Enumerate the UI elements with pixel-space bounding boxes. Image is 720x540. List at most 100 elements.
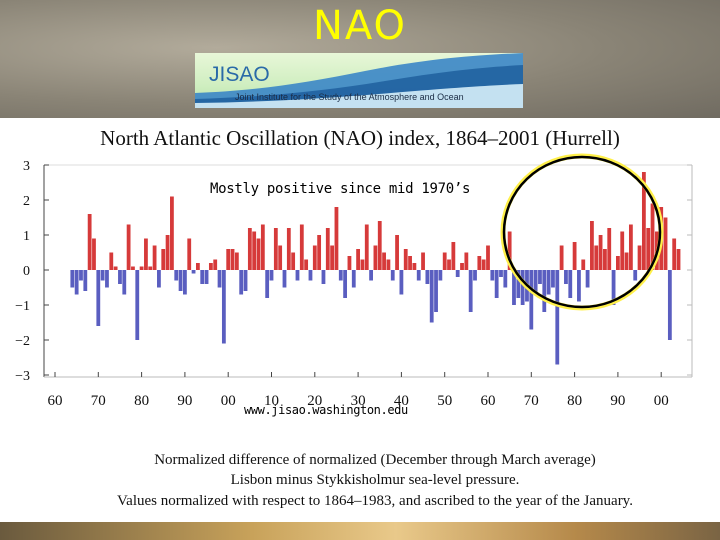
nao-bar bbox=[282, 270, 287, 288]
nao-bar bbox=[529, 270, 534, 330]
nao-bar bbox=[390, 270, 395, 281]
nao-bar bbox=[100, 270, 105, 281]
nao-bar bbox=[564, 270, 568, 284]
nao-bar bbox=[369, 270, 373, 281]
nao-bar bbox=[139, 266, 144, 270]
y-tick-label: 1 bbox=[23, 229, 30, 244]
x-tick-label: 20 bbox=[307, 393, 322, 409]
nao-bar bbox=[161, 249, 166, 270]
nao-bar bbox=[403, 249, 408, 270]
nao-bar bbox=[299, 224, 304, 270]
nao-bar bbox=[667, 270, 672, 340]
nao-bar bbox=[265, 270, 270, 298]
logo-wave-graphic bbox=[195, 53, 523, 108]
nao-bar bbox=[226, 249, 231, 270]
nao-bar bbox=[239, 270, 244, 295]
nao-bar bbox=[620, 231, 625, 270]
nao-bar bbox=[455, 270, 460, 277]
nao-bar bbox=[356, 249, 360, 270]
nao-bar bbox=[321, 270, 326, 284]
nao-bar bbox=[92, 238, 96, 270]
nao-bar bbox=[87, 214, 92, 270]
nao-bar bbox=[234, 252, 239, 270]
nao-bar bbox=[607, 228, 612, 270]
nao-bar bbox=[247, 228, 252, 270]
nao-bar bbox=[334, 207, 339, 270]
nao-bar bbox=[83, 270, 88, 291]
nao-bar bbox=[109, 252, 114, 270]
nao-bar bbox=[131, 266, 135, 270]
nao-bar bbox=[191, 270, 196, 274]
nao-bar bbox=[546, 270, 551, 295]
nao-bar bbox=[533, 270, 538, 295]
nao-bar bbox=[157, 270, 161, 288]
nao-bar bbox=[304, 259, 309, 270]
nao-bar bbox=[399, 270, 404, 295]
nao-bar bbox=[646, 228, 651, 270]
highlight-circle bbox=[502, 155, 662, 309]
nao-bar bbox=[286, 228, 291, 270]
nao-bar bbox=[364, 224, 369, 270]
nao-bar bbox=[360, 259, 365, 270]
nao-bar bbox=[135, 270, 140, 340]
nao-bar bbox=[126, 224, 131, 270]
nao-bar bbox=[165, 235, 170, 270]
nao-bar bbox=[144, 238, 148, 270]
annotation-text: Mostly positive since mid 1970’s bbox=[210, 181, 471, 197]
nao-bar bbox=[594, 245, 599, 270]
nao-bar bbox=[512, 270, 516, 305]
nao-bar bbox=[477, 256, 482, 270]
nao-bar bbox=[178, 270, 183, 291]
nao-bar bbox=[628, 224, 633, 270]
nao-bar bbox=[252, 231, 257, 270]
nao-bar bbox=[96, 270, 101, 326]
nao-bar bbox=[464, 252, 469, 270]
logo-subtitle: Joint Institute for the Study of the Atm… bbox=[235, 92, 464, 102]
nao-bar bbox=[330, 245, 335, 270]
nao-bar bbox=[585, 270, 590, 288]
nao-bar bbox=[148, 266, 153, 270]
nao-bar bbox=[395, 235, 399, 270]
x-tick-label: 00 bbox=[221, 393, 236, 409]
nao-bar bbox=[499, 270, 503, 277]
nao-bar bbox=[425, 270, 430, 284]
nao-bar bbox=[325, 228, 330, 270]
caption-line-2: Lisbon minus Stykkisholmur sea-level pre… bbox=[230, 472, 520, 488]
nao-bar bbox=[434, 270, 438, 312]
nao-bar bbox=[486, 245, 490, 270]
nao-bar bbox=[603, 249, 607, 270]
chart-title: North Atlantic Oscillation (NAO) index, … bbox=[100, 126, 620, 150]
x-tick-label: 90 bbox=[177, 393, 192, 409]
nao-bar bbox=[555, 270, 560, 365]
nao-bar bbox=[577, 270, 581, 302]
nao-bar bbox=[105, 270, 109, 288]
nao-bar bbox=[273, 228, 278, 270]
nao-bar bbox=[507, 231, 512, 270]
nao-bar bbox=[70, 270, 75, 288]
y-tick-label: 0 bbox=[23, 264, 30, 279]
nao-bar bbox=[256, 238, 261, 270]
x-tick-label: 60 bbox=[48, 393, 63, 409]
nao-bar bbox=[74, 270, 79, 295]
nao-bar bbox=[317, 235, 322, 270]
x-tick-label: 00 bbox=[654, 393, 669, 409]
y-tick-label: −2 bbox=[15, 334, 30, 349]
nao-bar bbox=[663, 217, 668, 270]
nao-bar bbox=[672, 238, 677, 270]
nao-bar bbox=[382, 252, 386, 270]
nao-bar bbox=[204, 270, 209, 284]
source-url: www.jisao.washington.edu bbox=[244, 403, 408, 417]
nao-bar bbox=[538, 270, 542, 284]
x-tick-label: 80 bbox=[134, 393, 149, 409]
nao-bar bbox=[373, 245, 378, 270]
nao-bar bbox=[187, 238, 192, 270]
nao-bar bbox=[217, 270, 222, 288]
nao-bar bbox=[559, 245, 564, 270]
nao-bar bbox=[421, 252, 425, 270]
nao-bar bbox=[637, 245, 642, 270]
nao-bar bbox=[308, 270, 313, 281]
y-tick-label: −3 bbox=[15, 369, 30, 384]
x-tick-label: 30 bbox=[351, 393, 366, 409]
nao-bar bbox=[122, 270, 127, 295]
